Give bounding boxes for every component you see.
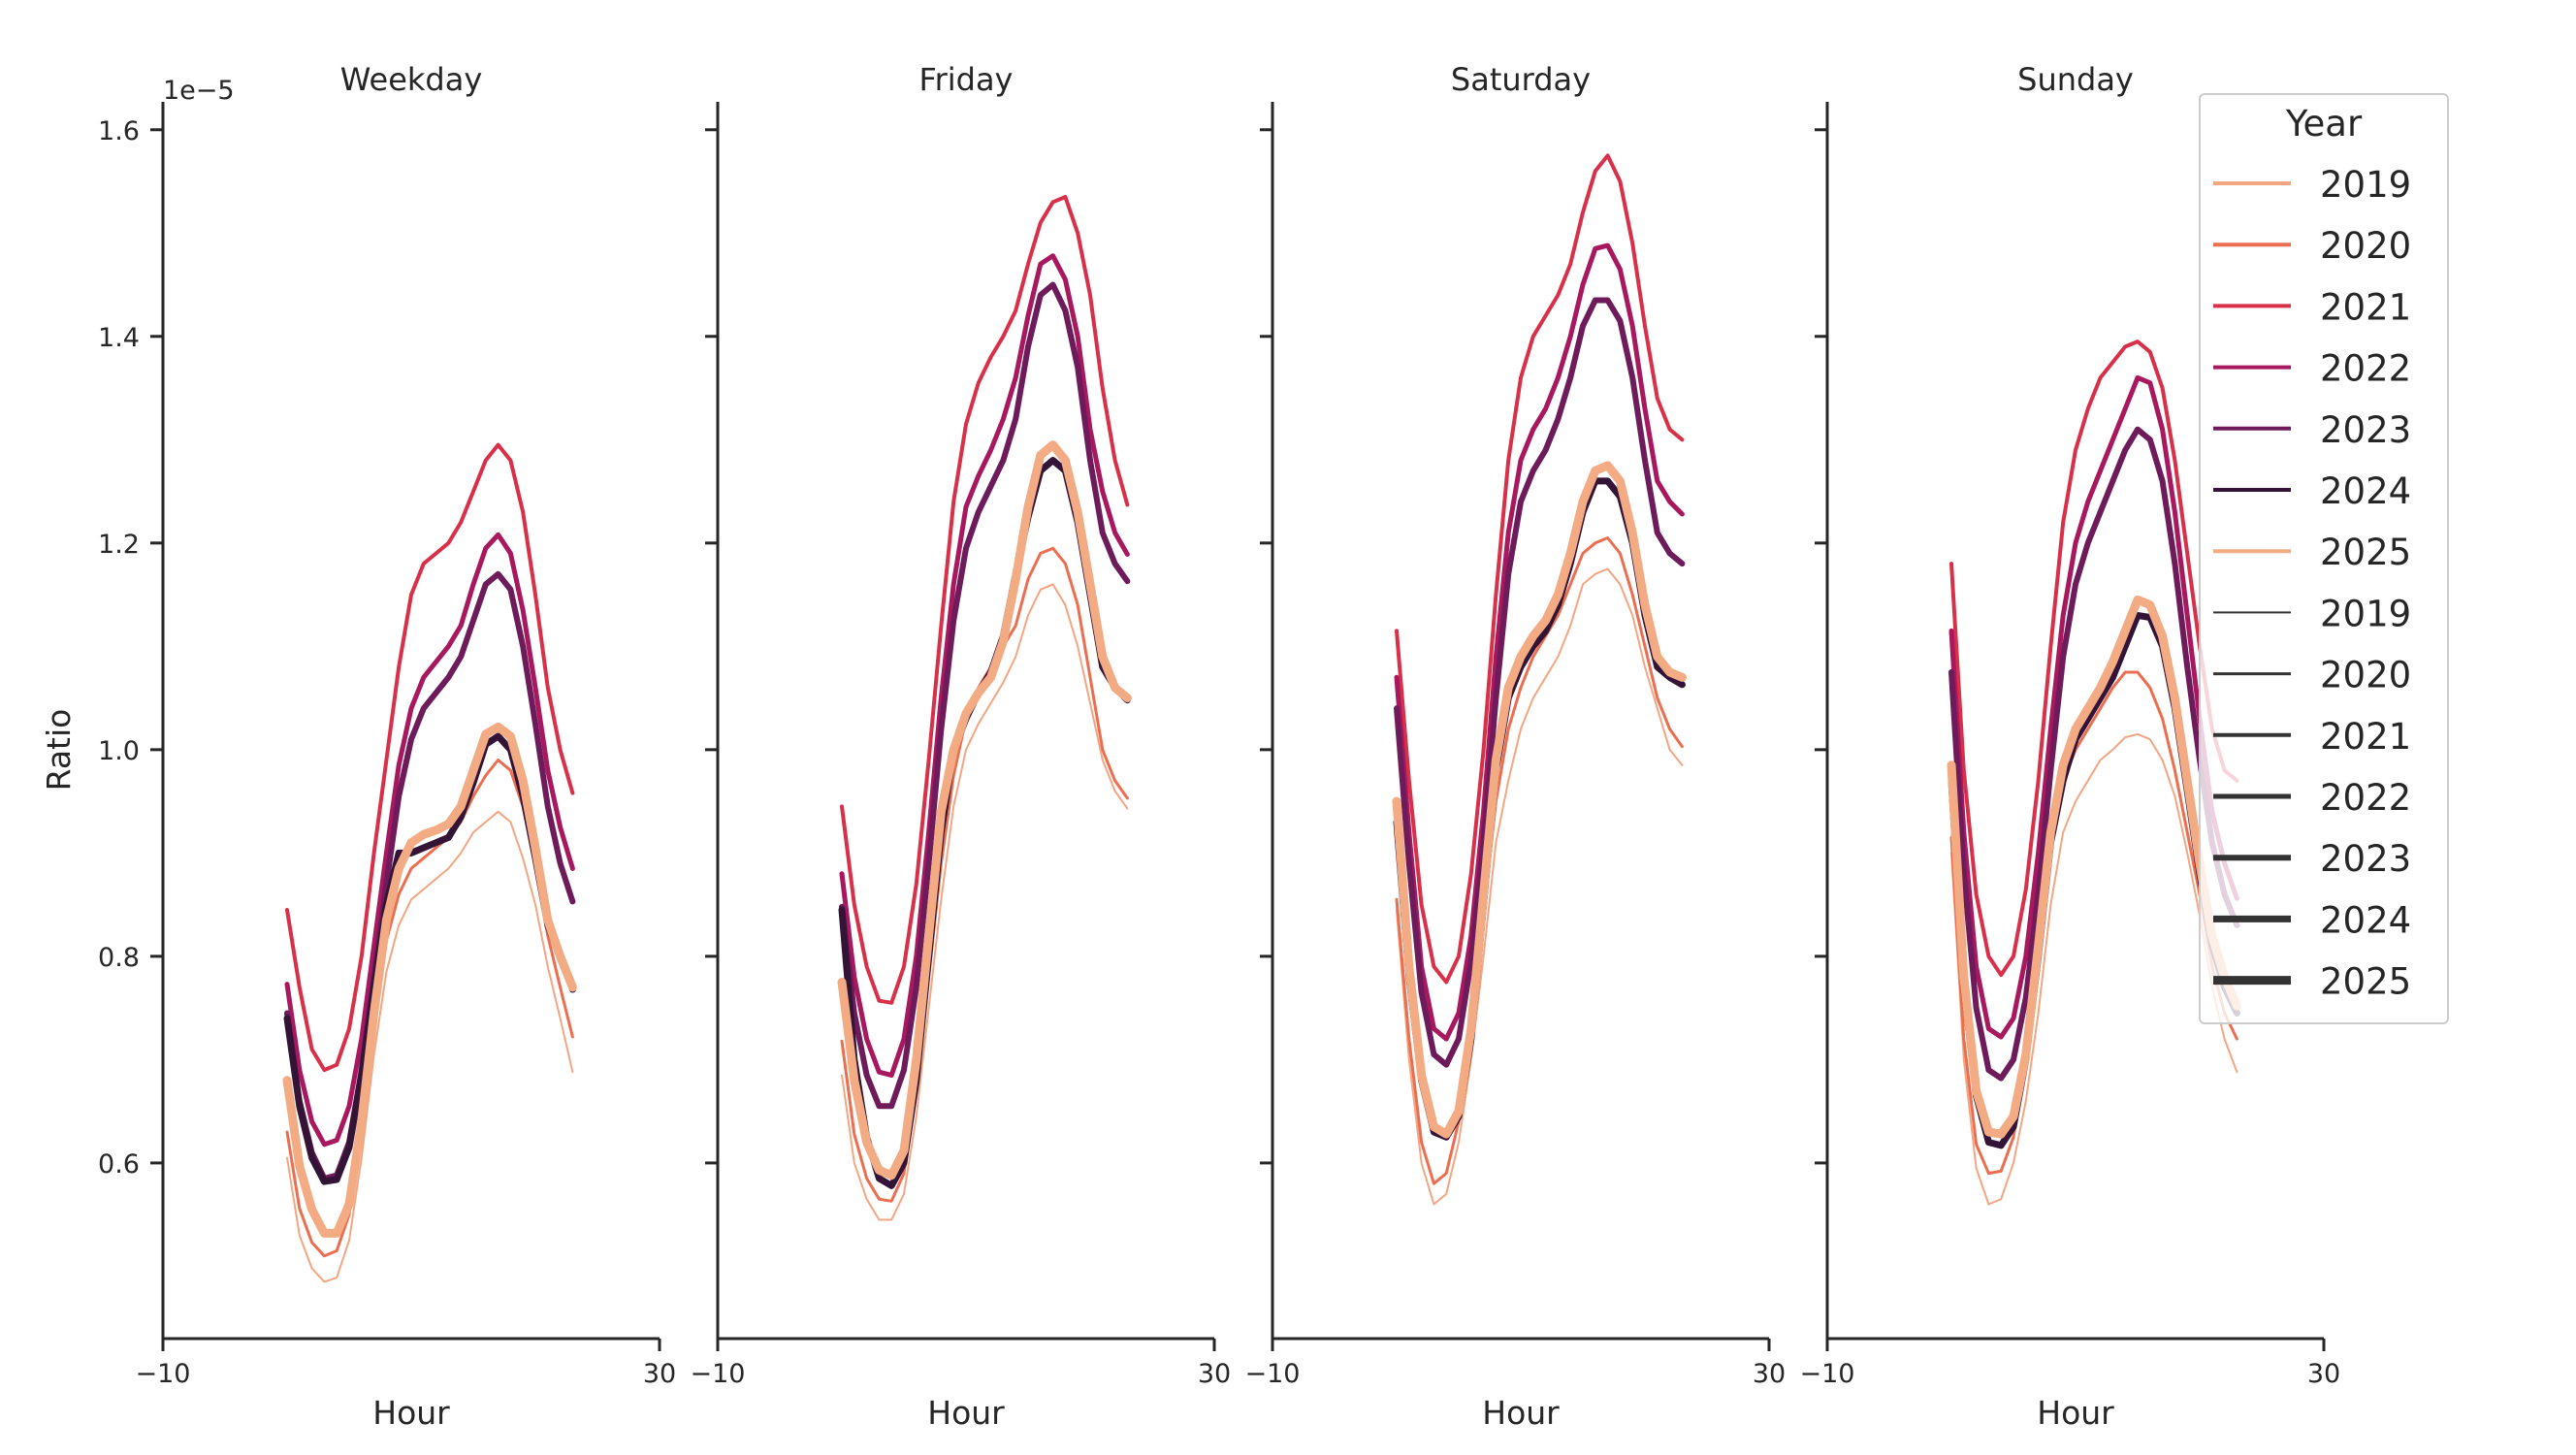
panel-weekday: Weekday 0.6 0.8 1.0 1.2 1.4 1.6 −10 30 Hour [98, 61, 676, 1432]
legend-label: 2024 [2320, 470, 2411, 512]
y-offset-label: 1e−5 [163, 76, 235, 106]
legend-label: 2025 [2320, 961, 2411, 1003]
x-axis-label: Hour [2037, 1394, 2114, 1432]
series-line-2019 [286, 810, 574, 1283]
y-tick-label: 0.8 [98, 943, 140, 973]
legend-title: Year [2285, 103, 2363, 145]
series-line-2020 [1949, 670, 2238, 1176]
series-line-2025 [1392, 461, 1687, 1139]
x-axis-label: Hour [927, 1394, 1005, 1432]
legend-label: 2020 [2320, 655, 2411, 696]
panel-title: Weekday [340, 61, 483, 98]
series-line-2021 [840, 195, 1130, 1005]
x-axis-label: Hour [372, 1394, 450, 1432]
legend-label: 2019 [2320, 593, 2411, 634]
legend-label: 2021 [2320, 716, 2411, 758]
y-axis-label: Ratio [40, 709, 78, 792]
series-line-2023 [1394, 297, 1686, 1068]
legend-label: 2020 [2320, 225, 2411, 267]
legend-label: 2025 [2320, 532, 2411, 573]
series-line-2022 [284, 532, 575, 1148]
legend-label: 2019 [2320, 164, 2411, 206]
x-tick-label: 30 [2307, 1359, 2340, 1389]
series-line-2023 [1948, 426, 2240, 1082]
x-tick-label: −10 [1800, 1359, 1855, 1389]
y-tick-label: 1.4 [98, 323, 140, 353]
series-line-2019 [1396, 567, 1684, 1206]
y-tick-label: 1.2 [98, 530, 140, 560]
series-line-2022 [1394, 242, 1685, 1042]
series-line-2025 [282, 722, 577, 1238]
legend-label: 2022 [2320, 348, 2411, 390]
series-line-2019 [1950, 732, 2238, 1206]
series-line-2025 [1947, 595, 2241, 1139]
panel-title: Saturday [1451, 61, 1591, 98]
series-line-2021 [285, 442, 575, 1073]
series-line-2020 [1395, 536, 1684, 1185]
x-tick-label: −10 [691, 1359, 746, 1389]
y-tick-label: 1.6 [98, 116, 140, 146]
legend-label: 2024 [2320, 899, 2411, 941]
x-tick-label: 30 [1753, 1359, 1786, 1389]
series-line-2025 [837, 440, 1132, 1180]
legend-entries: 2019 2020 2021 2022 2023 2024 2025 2019 2020 2021… [2213, 164, 2411, 1003]
legend-label: 2022 [2320, 777, 2411, 819]
y-tick-label: 0.6 [98, 1149, 140, 1180]
series-line-2021 [1395, 153, 1685, 985]
legend-label: 2023 [2320, 409, 2411, 451]
legend-label: 2023 [2320, 838, 2411, 880]
series-line-2023 [839, 281, 1131, 1110]
legend-label: 2021 [2320, 286, 2411, 328]
x-tick-label: 30 [643, 1359, 676, 1389]
panel-saturday: Saturday −10 30 Hour [1245, 61, 1787, 1432]
legend-frame [2199, 93, 2449, 1024]
series-line-2022 [1948, 374, 2239, 1040]
series-line-2019 [841, 583, 1129, 1221]
x-axis-label: Hour [1482, 1394, 1560, 1432]
y-tick-label: 1.0 [98, 736, 140, 766]
panel-sunday: Sunday −10 30 Hour [1800, 61, 2341, 1432]
panel-friday: Friday −10 30 Hour [691, 61, 1232, 1432]
series-line-2022 [839, 253, 1130, 1078]
series-line-2021 [1949, 340, 2239, 978]
x-tick-label: −10 [136, 1359, 191, 1389]
x-tick-label: −10 [1245, 1359, 1301, 1389]
panel-title: Friday [919, 61, 1014, 98]
panel-title: Sunday [2017, 61, 2134, 98]
legend: Year 2019 2020 2021 2022 2023 2024 2025 2019 202… [2199, 93, 2449, 1024]
x-tick-label: 30 [1198, 1359, 1231, 1389]
